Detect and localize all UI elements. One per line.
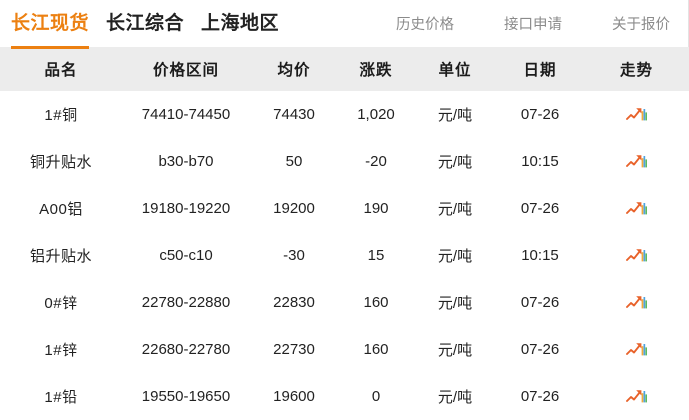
cell-trend: [584, 326, 689, 373]
cell-price-range: 74410-74450: [122, 91, 250, 138]
active-tab-underline: [11, 45, 90, 49]
cell-change-value: 15: [338, 232, 414, 279]
cell-trend: [584, 279, 689, 326]
cell-trend: [584, 373, 689, 420]
cell-product-name: 铜升贴水: [0, 138, 122, 185]
table-row[interactable]: 铜升贴水 b30-b70 50 -20 元/吨 10:15: [0, 138, 689, 185]
cell-average-price: 22830: [250, 279, 338, 326]
cell-date: 10:15: [496, 232, 584, 279]
cell-change-value: 0: [338, 373, 414, 420]
nav-tab-label: 长江现货: [11, 12, 90, 34]
nav-link-api-application[interactable]: 接口申请: [504, 17, 562, 33]
column-header-date: 日期: [496, 47, 584, 91]
table-row[interactable]: 铝升贴水 c50-c10 -30 15 元/吨 10:15: [0, 232, 689, 279]
trend-up-icon[interactable]: [626, 153, 647, 170]
cell-unit: 元/吨: [414, 279, 496, 326]
table-row[interactable]: 1#锌 22680-22780 22730 160 元/吨 07-26: [0, 326, 689, 373]
cell-trend: [584, 232, 689, 279]
trend-up-icon[interactable]: [626, 294, 647, 311]
cell-trend: [584, 91, 689, 138]
cell-price-range: 22780-22880: [122, 279, 250, 326]
trend-up-icon[interactable]: [626, 200, 647, 217]
nav-tab-label: 上海地区: [201, 12, 280, 34]
cell-unit: 元/吨: [414, 232, 496, 279]
cell-product-name: 0#锌: [0, 279, 122, 326]
cell-product-name: 1#锌: [0, 326, 122, 373]
cell-trend: [584, 185, 689, 232]
table-header-row: 品名 价格区间 均价 涨跌 单位 日期 走势: [0, 47, 689, 91]
cell-change-value: 190: [338, 185, 414, 232]
nav-link-history-price[interactable]: 历史价格: [396, 17, 454, 33]
column-header-trend: 走势: [584, 47, 689, 91]
column-header-range: 价格区间: [122, 47, 250, 91]
cell-change-value: -20: [338, 138, 414, 185]
cell-product-name: 铝升贴水: [0, 232, 122, 279]
cell-change-value: 1,020: [338, 91, 414, 138]
cell-change-value: 160: [338, 326, 414, 373]
cell-unit: 元/吨: [414, 91, 496, 138]
cell-unit: 元/吨: [414, 185, 496, 232]
nav-link-group: 历史价格 接口申请 关于报价: [396, 0, 670, 47]
cell-average-price: 74430: [250, 91, 338, 138]
cell-average-price: 50: [250, 138, 338, 185]
table-row[interactable]: 1#铅 19550-19650 19600 0 元/吨 07-26: [0, 373, 689, 420]
cell-product-name: A00铝: [0, 185, 122, 232]
cell-average-price: 19600: [250, 373, 338, 420]
nav-tab-label: 长江综合: [106, 12, 185, 34]
cell-date: 07-26: [496, 185, 584, 232]
cell-unit: 元/吨: [414, 326, 496, 373]
top-navigation: 长江现货 长江综合 上海地区 历史价格 接口申请 关于报价: [0, 0, 688, 49]
cell-unit: 元/吨: [414, 138, 496, 185]
cell-average-price: -30: [250, 232, 338, 279]
nav-tab-changjiang-spot[interactable]: 长江现货: [11, 12, 90, 49]
trend-up-icon[interactable]: [626, 341, 647, 358]
nav-tab-changjiang-composite[interactable]: 长江综合: [106, 12, 184, 36]
cell-price-range: c50-c10: [122, 232, 250, 279]
table-row[interactable]: 1#铜 74410-74450 74430 1,020 元/吨 07-26: [0, 91, 689, 138]
cell-average-price: 19200: [250, 185, 338, 232]
cell-date: 07-26: [496, 373, 584, 420]
cell-date: 07-26: [496, 326, 584, 373]
cell-average-price: 22730: [250, 326, 338, 373]
column-header-avg: 均价: [250, 47, 338, 91]
cell-date: 10:15: [496, 138, 584, 185]
trend-up-icon[interactable]: [626, 388, 647, 405]
nav-link-about-quote[interactable]: 关于报价: [612, 17, 670, 33]
cell-price-range: 22680-22780: [122, 326, 250, 373]
table-row[interactable]: A00铝 19180-19220 19200 190 元/吨 07-26: [0, 185, 689, 232]
cell-change-value: 160: [338, 279, 414, 326]
cell-trend: [584, 138, 689, 185]
cell-product-name: 1#铜: [0, 91, 122, 138]
cell-unit: 元/吨: [414, 373, 496, 420]
column-header-name: 品名: [0, 47, 122, 91]
table-body: 1#铜 74410-74450 74430 1,020 元/吨 07-26 铜升贴水 b30-…: [0, 91, 689, 420]
nav-tab-group: 长江现货 长江综合 上海地区: [0, 12, 296, 49]
column-header-unit: 单位: [414, 47, 496, 91]
cell-product-name: 1#铅: [0, 373, 122, 420]
cell-price-range: b30-b70: [122, 138, 250, 185]
column-header-change: 涨跌: [338, 47, 414, 91]
table-header: 品名 价格区间 均价 涨跌 单位 日期 走势: [0, 47, 689, 91]
price-quote-table: 品名 价格区间 均价 涨跌 单位 日期 走势 1#铜 74410-74450 744…: [0, 47, 689, 420]
trend-up-icon[interactable]: [626, 106, 647, 123]
cell-date: 07-26: [496, 279, 584, 326]
table-row[interactable]: 0#锌 22780-22880 22830 160 元/吨 07-26: [0, 279, 689, 326]
cell-price-range: 19550-19650: [122, 373, 250, 420]
cell-date: 07-26: [496, 91, 584, 138]
nav-tab-shanghai-region[interactable]: 上海地区: [201, 12, 279, 36]
trend-up-icon[interactable]: [626, 247, 647, 264]
cell-price-range: 19180-19220: [122, 185, 250, 232]
